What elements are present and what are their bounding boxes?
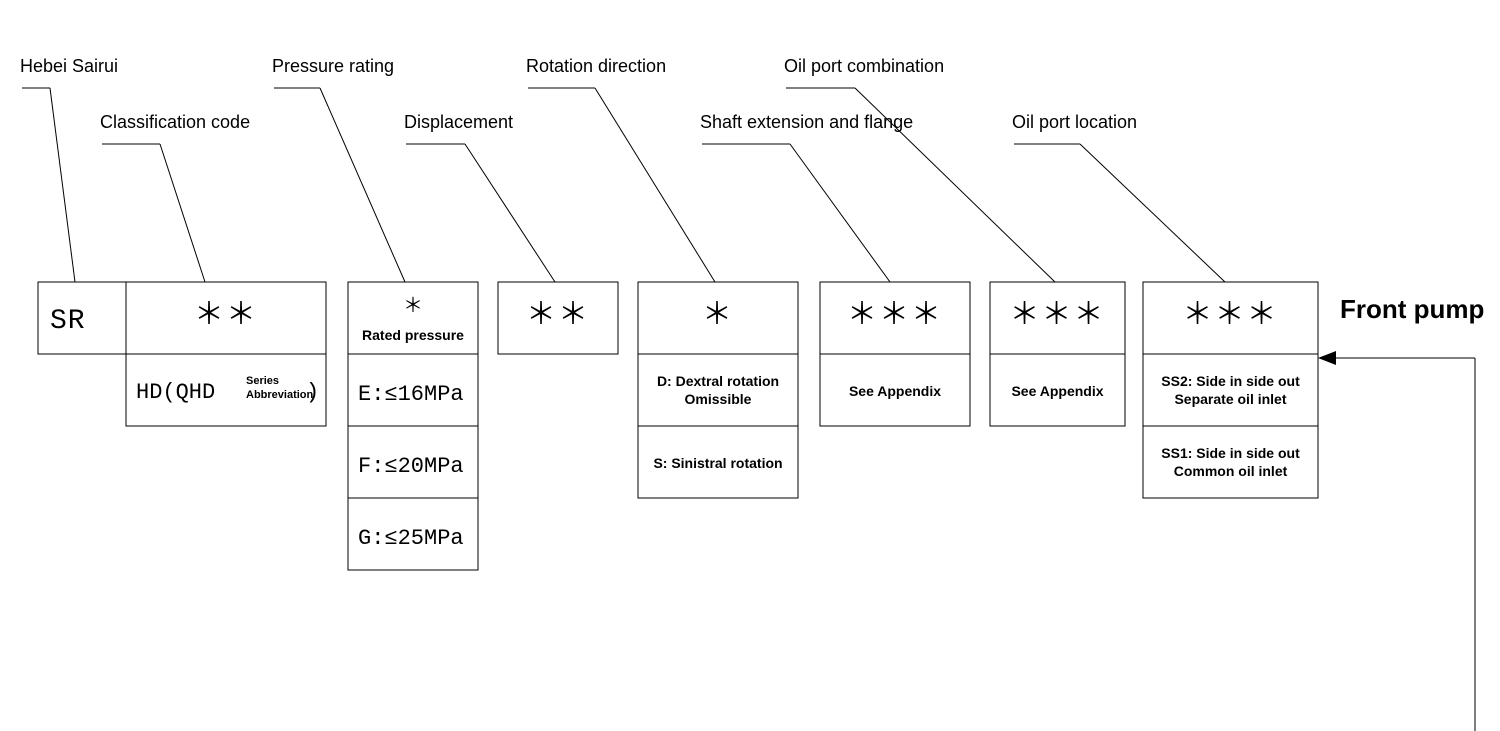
svg-text:): ) bbox=[306, 380, 319, 405]
product-code-diagram: Hebei Sairui Classification code Pressur… bbox=[0, 0, 1500, 731]
label-oil-port-combination: Oil port combination bbox=[784, 56, 944, 76]
svg-text:See Appendix: See Appendix bbox=[849, 383, 941, 399]
svg-text:Series: Series bbox=[246, 375, 279, 387]
svg-text:＊＊＊: ＊＊＊ bbox=[847, 300, 943, 334]
svg-text:S: Sinistral rotation: S: Sinistral rotation bbox=[653, 455, 782, 471]
label-hebei-sairui: Hebei Sairui bbox=[20, 56, 118, 76]
svg-text:Rated pressure: Rated pressure bbox=[362, 327, 464, 343]
label-classification-code: Classification code bbox=[100, 112, 250, 132]
svg-text:HD(QHD: HD(QHD bbox=[136, 380, 215, 405]
svg-text:＊: ＊ bbox=[403, 296, 423, 319]
svg-text:SR: SR bbox=[50, 306, 86, 337]
front-pump-arrow bbox=[1318, 351, 1475, 731]
svg-text:＊: ＊ bbox=[702, 300, 734, 334]
label-displacement: Displacement bbox=[404, 112, 513, 132]
label-pressure-rating: Pressure rating bbox=[272, 56, 394, 76]
svg-text:Omissible: Omissible bbox=[685, 391, 752, 407]
svg-text:＊＊: ＊＊ bbox=[526, 300, 590, 334]
svg-text:F:≤20MPa: F:≤20MPa bbox=[358, 454, 464, 479]
svg-text:Separate oil inlet: Separate oil inlet bbox=[1174, 391, 1286, 407]
svg-text:＊＊＊: ＊＊＊ bbox=[1010, 300, 1106, 334]
label-rotation-direction: Rotation direction bbox=[526, 56, 666, 76]
label-front-pump: Front pump bbox=[1340, 294, 1484, 324]
svg-text:E:≤16MPa: E:≤16MPa bbox=[358, 382, 464, 407]
svg-text:＊＊＊: ＊＊＊ bbox=[1183, 300, 1279, 334]
svg-text:D: Dextral rotation: D: Dextral rotation bbox=[657, 373, 779, 389]
svg-text:＊＊: ＊＊ bbox=[194, 300, 258, 334]
svg-text:G:≤25MPa: G:≤25MPa bbox=[358, 526, 464, 551]
label-oil-port-location: Oil port location bbox=[1012, 112, 1137, 132]
svg-text:Abbreviation: Abbreviation bbox=[246, 389, 314, 401]
svg-text:See Appendix: See Appendix bbox=[1011, 383, 1103, 399]
label-shaft-extension-flange: Shaft extension and flange bbox=[700, 112, 913, 132]
code-boxes: SR ＊＊ HD(QHD Series Abbreviation) ＊ Rated pres… bbox=[38, 282, 1318, 570]
svg-text:Common oil inlet: Common oil inlet bbox=[1174, 463, 1288, 479]
svg-text:SS2: Side in side out: SS2: Side in side out bbox=[1161, 373, 1300, 389]
svg-text:SS1: Side in side out: SS1: Side in side out bbox=[1161, 445, 1300, 461]
